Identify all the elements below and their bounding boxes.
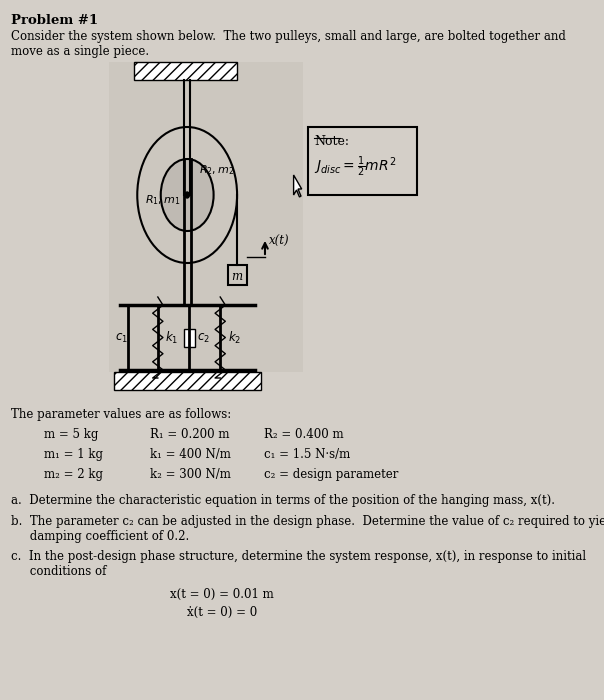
Text: m = 5 kg: m = 5 kg [44,428,98,441]
Polygon shape [294,175,301,197]
Bar [228,265,246,285]
Text: x(t): x(t) [269,234,289,248]
Bar [184,328,194,346]
Text: m: m [231,270,243,283]
Text: k₂ = 300 N/m: k₂ = 300 N/m [150,468,231,481]
Text: R₂ = 0.400 m: R₂ = 0.400 m [264,428,344,441]
Text: m₁ = 1 kg: m₁ = 1 kg [44,448,103,461]
Text: $R_2, m_2$: $R_2, m_2$ [199,163,234,177]
Circle shape [137,127,237,263]
Text: Consider the system shown below.  The two pulleys, small and large, are bolted t: Consider the system shown below. The two… [11,30,566,43]
Text: $J_{disc} = \frac{1}{2}mR^2$: $J_{disc} = \frac{1}{2}mR^2$ [314,155,396,179]
Text: $c_1$: $c_1$ [115,332,128,344]
Text: c.  In the post-design phase structure, determine the system response, x(t), in : c. In the post-design phase structure, d… [11,550,586,563]
Circle shape [161,159,214,231]
Bar [114,372,260,390]
Text: m₂ = 2 kg: m₂ = 2 kg [44,468,103,481]
Text: Problem #1: Problem #1 [11,14,98,27]
Bar [134,62,237,80]
Text: k₁ = 400 N/m: k₁ = 400 N/m [150,448,231,461]
Text: move as a single piece.: move as a single piece. [11,45,149,58]
Text: $R_1, m_1$: $R_1, m_1$ [144,193,181,207]
Bar [308,127,417,195]
Bar [109,62,303,372]
Text: a.  Determine the characteristic equation in terms of the position of the hangin: a. Determine the characteristic equation… [11,494,555,507]
Text: b.  The parameter c₂ can be adjusted in the design phase.  Determine the value o: b. The parameter c₂ can be adjusted in t… [11,515,604,528]
Text: c₁ = 1.5 N·s/m: c₁ = 1.5 N·s/m [264,448,350,461]
Text: conditions of: conditions of [11,565,106,578]
Circle shape [185,192,190,198]
Text: $k_1$: $k_1$ [165,330,178,346]
Text: c₂ = design parameter: c₂ = design parameter [264,468,399,481]
Text: Note:: Note: [314,135,349,148]
Text: The parameter values are as follows:: The parameter values are as follows: [11,408,231,421]
Text: R₁ = 0.200 m: R₁ = 0.200 m [150,428,230,441]
Text: ẋ(t = 0) = 0: ẋ(t = 0) = 0 [187,606,257,619]
Text: x(t = 0) = 0.01 m: x(t = 0) = 0.01 m [170,588,274,601]
Text: $c_2$: $c_2$ [197,332,210,344]
Text: damping coefficient of 0.2.: damping coefficient of 0.2. [11,530,189,543]
Text: $k_2$: $k_2$ [228,330,241,346]
